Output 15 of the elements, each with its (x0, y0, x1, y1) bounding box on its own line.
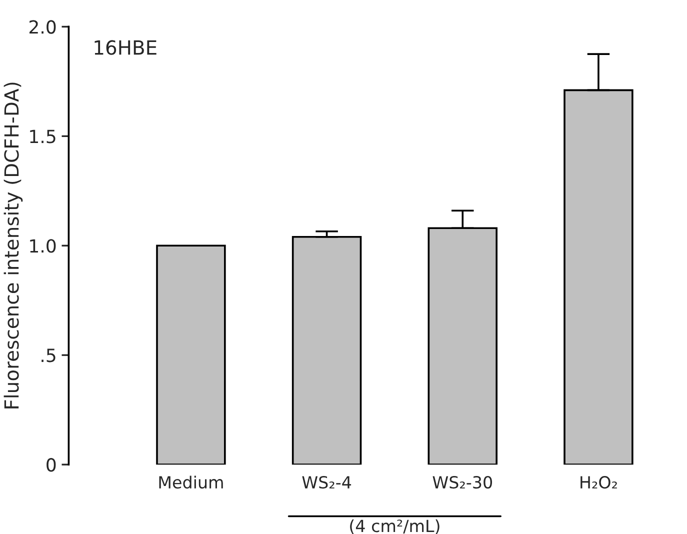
x-tick-label: H₂O₂ (580, 476, 617, 489)
y-tick-label: 1.5 (30, 130, 56, 144)
y-tick-label: 2.0 (30, 20, 56, 34)
text: (4 cm²/mL) (350, 519, 440, 534)
x-tick-label: Medium (159, 476, 223, 489)
bar (156, 244, 226, 465)
annotation: 16HBE (94, 40, 156, 55)
y-tick-label: 1.0 (30, 239, 56, 253)
bar (428, 227, 498, 465)
y-tick-label: 0 (46, 458, 56, 472)
y-tick-label: .5 (42, 348, 56, 362)
y-axis-title: Fluorescence intensity (DCFH-DA) (4, 82, 23, 408)
x-tick-label: WS₂-30 (432, 476, 492, 489)
x-tick-label: WS₂-4 (302, 476, 352, 489)
bar (292, 236, 362, 465)
